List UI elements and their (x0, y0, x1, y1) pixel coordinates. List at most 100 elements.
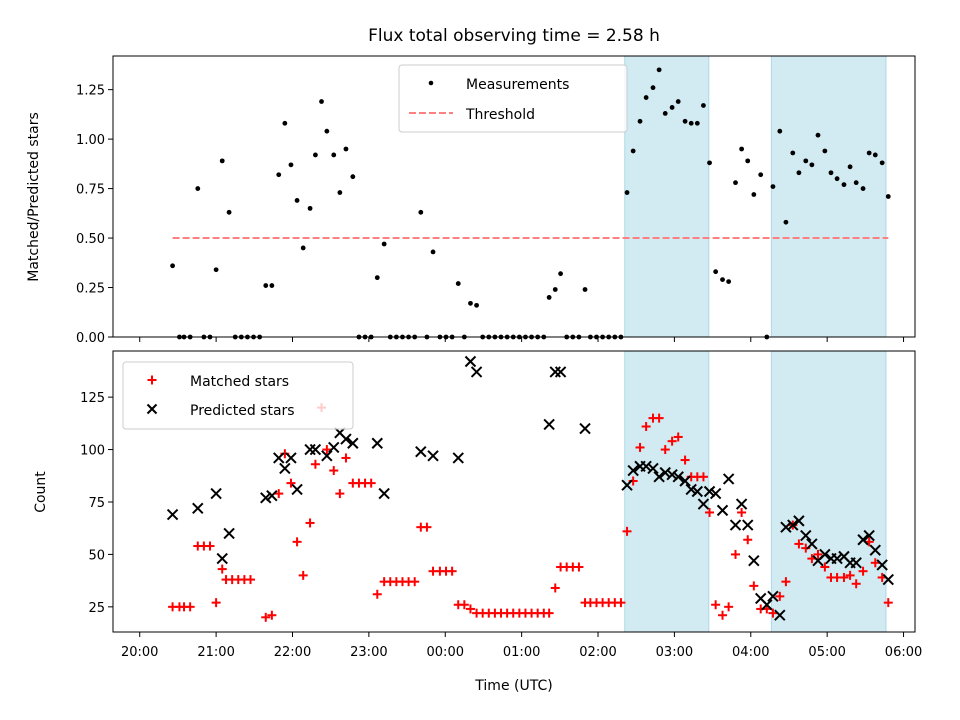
x-tick-label: 01:00 (503, 645, 540, 660)
x-tick-label: 21:00 (197, 645, 234, 660)
matched-star-point (616, 598, 626, 608)
matched-star-point (366, 478, 376, 488)
measurement-point (343, 146, 349, 152)
predicted-star-point (716, 504, 729, 517)
matched-star-point (635, 442, 645, 452)
predicted-star-point (279, 462, 291, 475)
measurement-point (455, 281, 461, 286)
x-tick-label: 06:00 (885, 645, 922, 660)
measurement-point (726, 279, 732, 284)
predicted-star-point (216, 552, 228, 565)
x-tick-label: 03:00 (656, 645, 693, 660)
measurement-point (213, 267, 219, 273)
matched-star-points (168, 403, 893, 622)
measurement-point (552, 287, 558, 292)
matched-star-point (274, 489, 284, 499)
predicted-star-point (742, 519, 754, 531)
measurement-point (694, 120, 700, 126)
matched-star-point (667, 436, 677, 446)
predicted-star-point (291, 483, 303, 496)
predicted-star-point (371, 437, 383, 449)
matched-star-point (622, 526, 632, 536)
bottom-y-ticks: 25 50 75 100 125 (80, 391, 113, 616)
measurement-point (650, 85, 656, 91)
measurements-legend-label: Measurements (466, 77, 569, 93)
top-y-axis-label: Matched/Predicted stars (26, 112, 42, 282)
measurement-point (885, 194, 891, 199)
predicted-star-point (452, 452, 464, 464)
matched-star-point (341, 453, 351, 463)
predicted-star-point (761, 599, 773, 611)
predicted-star-points (166, 355, 894, 621)
highlight-span (624, 55, 710, 338)
measurement-point (853, 180, 859, 186)
predicted-star-point (850, 557, 862, 569)
predicted-legend-label: Predicted stars (190, 403, 295, 419)
measurement-point (796, 170, 802, 176)
matched-star-point (775, 591, 785, 601)
predicted-star-point (666, 469, 678, 481)
x-tick-label: 22:00 (274, 645, 311, 660)
matched-star-point (711, 600, 721, 610)
measurement-point (713, 269, 719, 275)
y-tick-label: 1.25 (76, 84, 105, 99)
matched-star-point (731, 549, 741, 559)
highlight-span (770, 350, 887, 633)
measurement-point (815, 132, 821, 138)
matched-star-point (292, 537, 302, 547)
predicted-star-point (210, 487, 222, 500)
predicted-star-point (415, 445, 427, 458)
predicted-star-point (863, 529, 875, 542)
measurement-point (319, 99, 324, 104)
measurement-point (669, 105, 675, 110)
measurement-point (860, 186, 866, 191)
measurement-point (866, 150, 872, 156)
measurement-point (468, 300, 473, 306)
matched-star-point (768, 608, 778, 618)
measurement-point (307, 205, 313, 211)
matched-star-point (322, 445, 332, 455)
measurement-point (777, 128, 783, 134)
measurement-point (739, 146, 745, 152)
predicted-star-point (621, 479, 633, 491)
matched-star-point (705, 507, 715, 517)
predicted-star-point (647, 462, 659, 475)
measurement-point (751, 192, 757, 197)
matched-star-point (335, 489, 345, 499)
matched-star-point (550, 583, 560, 593)
bottom-panel: 25 50 75 100 125 20:00 21:00 22:00 23:00 00:00 01… (33, 350, 922, 694)
x-tick-label: 05:00 (808, 645, 845, 660)
matched-star-point (574, 562, 584, 572)
measurement-point (430, 249, 436, 255)
measurement-points (170, 67, 891, 340)
bottom-legend: Matched stars Predicted stars (122, 361, 354, 430)
matched-star-point (185, 602, 195, 612)
predicted-star-point (166, 508, 179, 521)
predicted-legend-marker (146, 403, 158, 415)
measurement-point (195, 186, 201, 191)
measurement-point (269, 283, 275, 288)
matched-legend-marker (147, 375, 157, 385)
measurement-point (637, 118, 643, 124)
measurement-point (374, 275, 380, 281)
x-tick-label: 23:00 (350, 645, 387, 660)
bottom-axes-frame (112, 350, 916, 633)
matched-star-point (743, 535, 753, 545)
measurement-point (879, 160, 885, 166)
measurement-point (758, 172, 764, 178)
measurements-legend-marker (428, 80, 434, 86)
top-legend: Measurements Threshold (398, 64, 628, 133)
matched-star-point (813, 549, 823, 559)
matched-star-point (883, 598, 893, 608)
predicted-star-point (748, 554, 760, 567)
y-tick-label: 50 (88, 548, 105, 563)
matched-star-point (749, 581, 759, 591)
predicted-star-point (729, 519, 742, 531)
threshold-legend-label: Threshold (465, 107, 535, 123)
predicted-star-point (653, 471, 665, 483)
matched-star-point (673, 432, 683, 442)
predicted-star-point (685, 483, 697, 496)
predicted-star-point (554, 366, 567, 378)
matched-star-point (329, 466, 339, 476)
